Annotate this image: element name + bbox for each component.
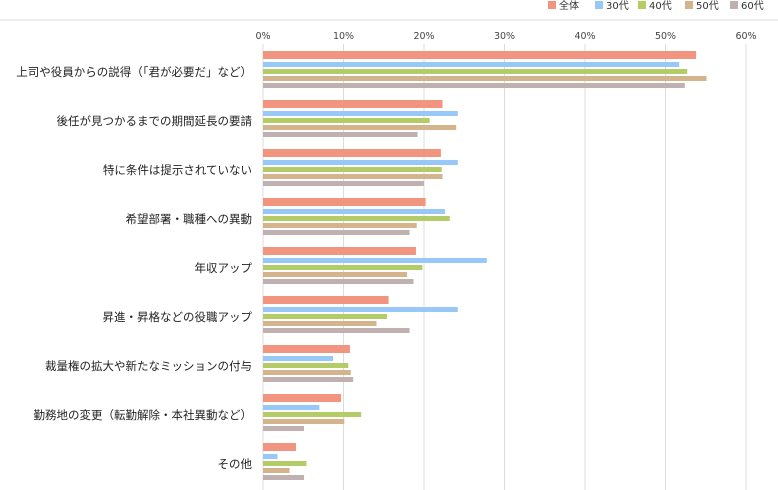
x-tick-label: 60% — [735, 31, 756, 42]
x-tick-label: 30% — [494, 31, 515, 42]
bar-60代 — [263, 328, 410, 333]
bar-40代 — [263, 363, 349, 368]
bar-50代 — [263, 468, 290, 473]
category-label: 後任が見つかるまでの期間延長の要請 — [57, 114, 253, 128]
category-label: 勤務地の変更（転勤解除・本社異動など） — [34, 408, 253, 422]
bar-30代 — [263, 356, 334, 361]
legend-label: 50代 — [696, 0, 719, 12]
bar-40代 — [263, 461, 307, 466]
x-tick-label: 0% — [255, 31, 270, 42]
bar-40代 — [263, 314, 387, 319]
legend-swatch-60代 — [730, 1, 738, 9]
category-label: 年収アップ — [195, 261, 253, 275]
legend-swatch-40代 — [638, 1, 646, 9]
category-label: 希望部署・職種への異動 — [126, 212, 253, 226]
category-label: 裁量権の拡大や新たなミッションの付与 — [45, 359, 252, 373]
bar-40代 — [263, 167, 442, 172]
bar-30代 — [263, 405, 320, 410]
bar-30代 — [263, 111, 458, 116]
category-label: 上司や役員からの説得（「君が必要だ」など） — [16, 65, 252, 79]
bar-全体 — [263, 247, 416, 255]
bar-30代 — [263, 160, 458, 165]
x-tick-label: 10% — [333, 31, 354, 42]
bar-60代 — [263, 426, 305, 431]
bar-30代 — [263, 209, 445, 214]
bar-50代 — [263, 272, 408, 277]
bar-60代 — [263, 230, 410, 235]
bar-50代 — [263, 76, 707, 81]
legend-label: 全体 — [559, 0, 579, 12]
bar-60代 — [263, 181, 424, 186]
bar-全体 — [263, 345, 350, 353]
bar-60代 — [263, 132, 418, 137]
bar-60代 — [263, 279, 414, 284]
legend-swatch-50代 — [685, 1, 693, 9]
bar-40代 — [263, 69, 688, 74]
bar-全体 — [263, 149, 441, 157]
category-label: 特に条件は提示されていない — [103, 163, 252, 177]
bar-50代 — [263, 370, 351, 375]
category-label: その他 — [218, 457, 253, 471]
x-tick-label: 20% — [413, 31, 434, 42]
bar-40代 — [263, 265, 423, 270]
bar-全体 — [263, 198, 426, 206]
bar-40代 — [263, 412, 362, 417]
bar-30代 — [263, 62, 680, 67]
bar-30代 — [263, 258, 487, 263]
bar-50代 — [263, 321, 377, 326]
bar-60代 — [263, 377, 354, 382]
bar-40代 — [263, 216, 450, 221]
bar-全体 — [263, 296, 389, 304]
bar-全体 — [263, 443, 297, 451]
bar-50代 — [263, 419, 345, 424]
category-label: 昇進・昇格などの役職アップ — [103, 310, 253, 324]
bar-全体 — [263, 51, 697, 59]
bar-50代 — [263, 174, 443, 179]
bar-50代 — [263, 223, 417, 228]
legend-label: 40代 — [649, 0, 672, 12]
legend-swatch-30代 — [595, 1, 603, 9]
legend-swatch-全体 — [548, 1, 556, 9]
bar-60代 — [263, 83, 685, 88]
bar-全体 — [263, 394, 342, 402]
legend-label: 60代 — [741, 0, 764, 12]
bar-50代 — [263, 125, 457, 130]
bar-60代 — [263, 475, 305, 480]
bar-30代 — [263, 454, 278, 459]
bar-全体 — [263, 100, 443, 108]
x-tick-label: 50% — [655, 31, 676, 42]
x-tick-label: 40% — [574, 31, 595, 42]
bar-30代 — [263, 307, 458, 312]
bar-40代 — [263, 118, 430, 123]
legend-label: 30代 — [606, 0, 629, 12]
